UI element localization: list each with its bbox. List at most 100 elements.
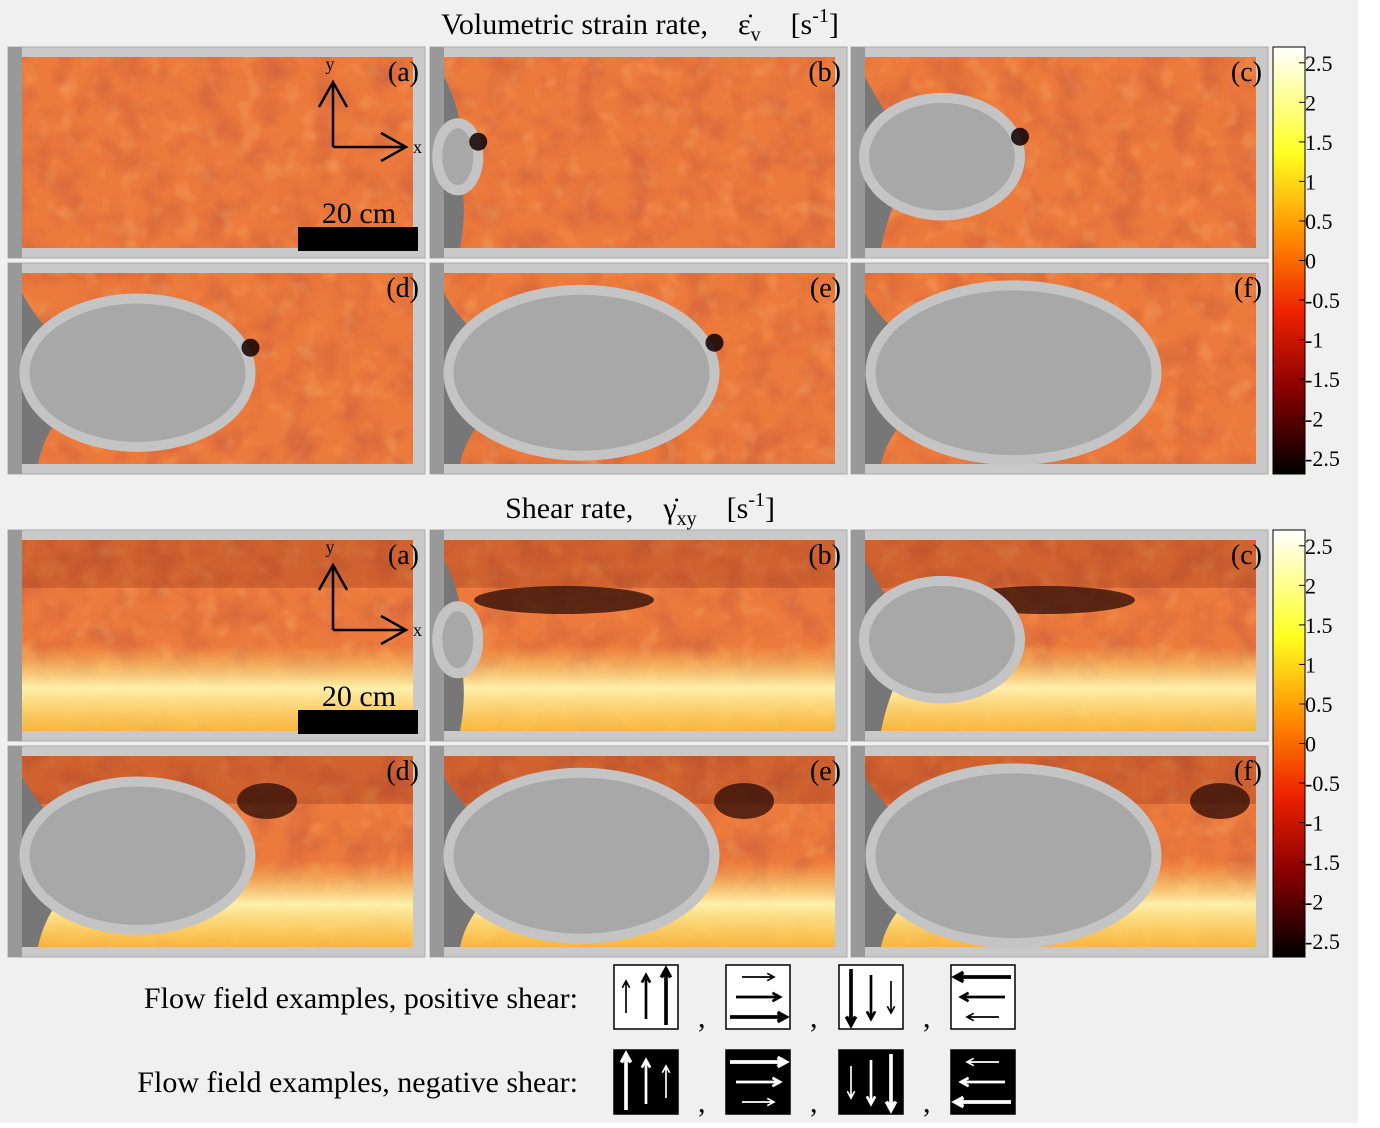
shear-dark <box>444 540 835 588</box>
panel: (b) <box>429 529 848 742</box>
colorbar-tick-label: 0 <box>1305 249 1316 274</box>
axis-x-label: x <box>413 620 422 640</box>
flow-arrow <box>965 1057 999 1067</box>
wall <box>8 746 22 957</box>
shear-dark-tip <box>237 783 297 819</box>
panel: (f) <box>850 745 1269 958</box>
colorbar-tick-label: -2.5 <box>1305 446 1340 471</box>
wall <box>851 530 865 741</box>
wall <box>8 530 22 741</box>
panel-label: (a) <box>388 57 419 88</box>
shear-dark-tip <box>1190 783 1250 819</box>
colorbar-tick-label: -1 <box>1305 328 1323 353</box>
flow-arrow <box>736 991 783 1003</box>
flow-arrow <box>951 1095 1011 1109</box>
flow-arrow <box>865 1060 877 1107</box>
shear-dark <box>22 540 413 588</box>
tip-dark <box>469 132 488 151</box>
flow-arrow <box>640 972 652 1019</box>
colorbar-tick-label: -0.5 <box>1305 771 1340 796</box>
title-part: [s <box>727 492 749 525</box>
intrusion <box>432 601 484 679</box>
intrusion <box>859 575 1025 704</box>
shear-band <box>444 645 835 731</box>
separator: , <box>923 1001 931 1034</box>
separator: , <box>923 1086 931 1119</box>
intrusion <box>432 118 484 196</box>
flow-label: Flow field examples, negative shear: <box>137 1066 578 1099</box>
flow-arrow <box>730 1055 790 1069</box>
flow-arrow <box>951 970 1011 984</box>
flow-icon <box>950 964 1016 1030</box>
title-part: xy <box>677 508 697 530</box>
colorbar-tick-label: -2 <box>1305 890 1323 915</box>
colorbar-tick-label: 2.5 <box>1305 534 1333 559</box>
panel: (d) <box>7 745 426 958</box>
panel: (f) <box>850 262 1269 475</box>
separator: , <box>810 1086 818 1119</box>
flow-icon <box>613 1049 679 1115</box>
flow-arrow <box>958 991 1005 1003</box>
flow-icon <box>725 964 791 1030</box>
panel-label: (b) <box>808 57 841 88</box>
flow-icon <box>725 1049 791 1115</box>
flow-arrow <box>886 981 896 1015</box>
title-part: Volumetric strain rate, <box>441 8 708 41</box>
wall <box>851 47 865 258</box>
colorbar-tick-label: -2 <box>1305 407 1323 432</box>
flow-icon <box>950 1049 1016 1115</box>
colorbar-tick-label: 1.5 <box>1305 130 1333 155</box>
panel: (c) <box>850 529 1269 742</box>
colorbar-tick-label: 0.5 <box>1305 209 1333 234</box>
colorbar-tick-label: 0.5 <box>1305 692 1333 717</box>
panel-label: (d) <box>386 273 419 304</box>
panel: (b) <box>429 46 848 259</box>
flow-arrow <box>736 1076 783 1088</box>
panel-label: (c) <box>1231 540 1262 571</box>
intrusion <box>865 763 1162 949</box>
scale-bar <box>298 227 418 251</box>
colorbar-tick-label: 1 <box>1305 652 1316 677</box>
tip-dark <box>1011 127 1029 146</box>
title-part: v <box>751 24 761 46</box>
flow-arrow <box>742 972 776 982</box>
flow-arrow <box>844 969 858 1029</box>
title-part: γ̇ <box>662 492 678 525</box>
shear-dark-tip <box>714 783 774 819</box>
wall <box>430 746 444 957</box>
colorbar-tick-label: -0.5 <box>1305 288 1340 313</box>
tip-dark <box>705 333 724 352</box>
title-part: Shear rate, <box>505 492 633 525</box>
flow-arrow <box>965 1012 999 1022</box>
intrusion <box>19 293 256 452</box>
panel-label: (b) <box>808 540 841 571</box>
flow-arrow <box>846 1066 856 1100</box>
title-part: [s <box>791 8 813 41</box>
flow-icon <box>838 1049 904 1115</box>
flow-arrow <box>659 965 673 1025</box>
scale-bar <box>298 710 418 734</box>
flow-arrow <box>640 1057 652 1104</box>
panel: (a) y x 20 cm <box>7 46 426 259</box>
wall <box>8 263 22 474</box>
wall <box>851 746 865 957</box>
colorbar-tick-label: -2.5 <box>1305 929 1340 954</box>
colorbar-tick-label: -1 <box>1305 811 1323 836</box>
intrusion <box>19 776 256 935</box>
panel-label: (e) <box>810 756 841 787</box>
title-part: -1 <box>812 5 829 27</box>
flow-arrow <box>884 1054 898 1114</box>
panel: (a) y x 20 cm <box>7 529 426 742</box>
panel-label: (f) <box>1234 756 1262 787</box>
colorbar-tick-label: -1.5 <box>1305 367 1340 392</box>
wall <box>430 263 444 474</box>
intrusion <box>865 280 1162 466</box>
colorbar-tick-label: -1.5 <box>1305 850 1340 875</box>
colorbar-tick-label: 1 <box>1305 169 1316 194</box>
field-noise <box>22 57 413 248</box>
shear-dark-band <box>474 586 654 614</box>
colorbar-tick-label: 1.5 <box>1305 613 1333 638</box>
axis-y-label: y <box>326 54 335 74</box>
flow-arrow <box>742 1097 776 1107</box>
